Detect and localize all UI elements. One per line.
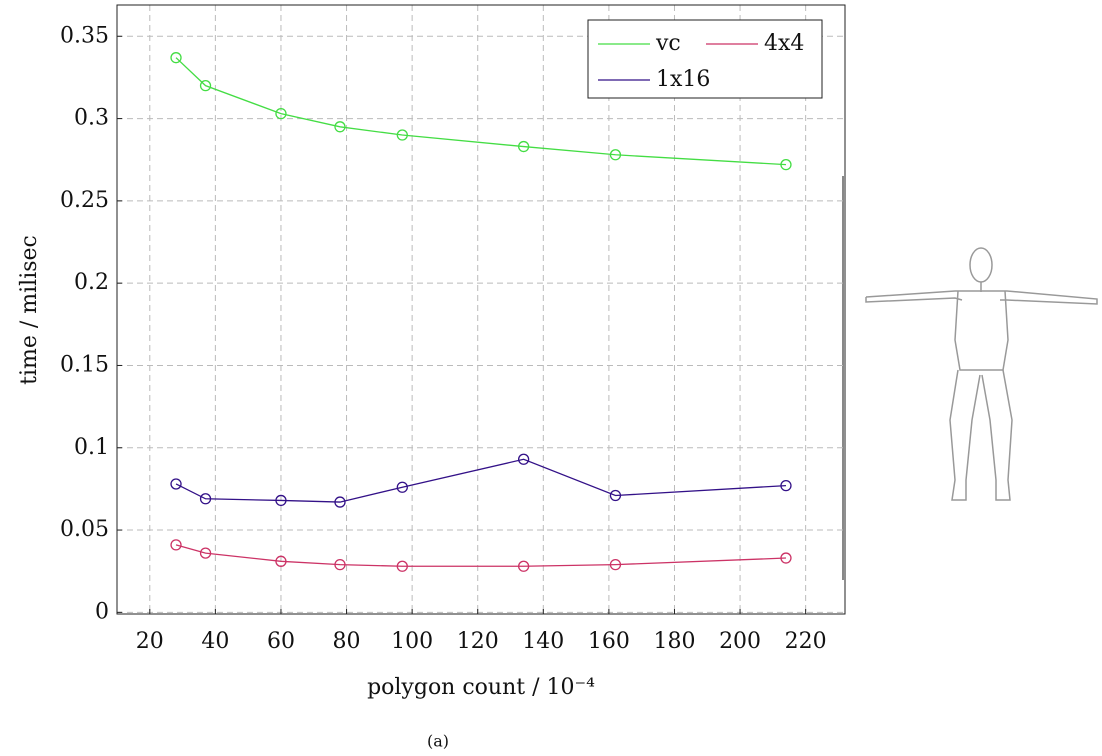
y-axis-label: time / milisec xyxy=(17,235,42,385)
series-line xyxy=(175,544,786,567)
x-tick-label: 120 xyxy=(457,629,499,654)
y-tick-label: 0.15 xyxy=(60,352,109,377)
x-tick-label: 180 xyxy=(653,629,695,654)
point-marker xyxy=(396,481,408,493)
x-axis-label: polygon count / 10⁻⁴ xyxy=(367,675,595,700)
y-tick-label: 0 xyxy=(95,599,109,624)
point-marker xyxy=(199,493,212,505)
x-tick-label: 200 xyxy=(719,629,761,654)
y-tick-label: 0.2 xyxy=(74,270,109,295)
point-marker xyxy=(517,453,530,465)
y-tick-label: 0.25 xyxy=(60,188,109,213)
x-tick-label: 60 xyxy=(267,629,295,654)
figure xyxy=(842,176,1098,580)
point-marker xyxy=(780,552,792,564)
plot-frame xyxy=(116,4,846,615)
point-marker xyxy=(609,149,622,161)
point-marker xyxy=(170,478,182,490)
point-marker xyxy=(517,560,530,572)
point-marker xyxy=(334,121,346,133)
legend-label: 4x4 xyxy=(764,31,804,56)
series-line xyxy=(175,57,787,166)
point-marker xyxy=(334,496,346,508)
point-marker xyxy=(275,555,287,567)
y-tick-label: 0.1 xyxy=(74,435,109,460)
legend-label: vc xyxy=(655,31,681,56)
legend-label: 1x16 xyxy=(656,67,710,92)
x-tick-label: 220 xyxy=(785,629,827,654)
point-marker xyxy=(396,129,408,141)
y-tick-label: 0.05 xyxy=(60,517,109,542)
point-marker xyxy=(780,479,792,492)
point-marker xyxy=(780,159,792,171)
x-tick-label: 40 xyxy=(201,629,229,654)
legend-box xyxy=(587,19,823,99)
point-marker xyxy=(517,140,530,153)
x-tick-label: 140 xyxy=(522,629,564,654)
point-marker xyxy=(334,558,346,571)
point-marker xyxy=(609,558,622,571)
y-tick-label: 0.35 xyxy=(60,23,109,48)
y-tick-label: 0.3 xyxy=(74,106,109,131)
point-marker xyxy=(170,52,182,64)
point-marker xyxy=(199,80,212,92)
x-tick-label: 20 xyxy=(136,629,164,654)
point-marker xyxy=(170,539,182,551)
point-marker xyxy=(609,489,622,502)
point-marker xyxy=(199,547,212,559)
x-tick-label: 160 xyxy=(588,629,630,654)
point-marker xyxy=(275,107,287,120)
caption: (a) xyxy=(427,732,449,751)
point-marker xyxy=(396,560,408,572)
series-line xyxy=(175,458,787,503)
x-tick-label: 80 xyxy=(333,629,361,654)
point-marker xyxy=(275,494,287,507)
x-tick-label: 100 xyxy=(391,629,433,654)
